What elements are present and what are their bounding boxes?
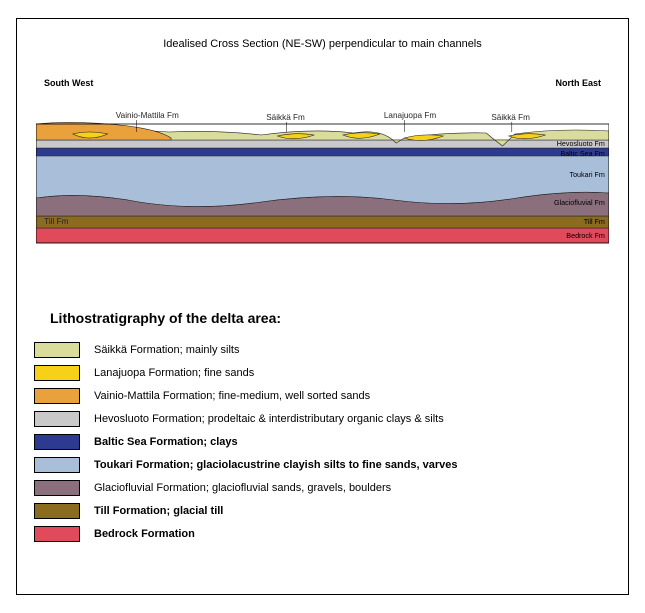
formation-label: Säikkä Fm [491, 113, 530, 122]
direction-label-ne: North East [555, 78, 601, 88]
formation-label: Lanajuopa Fm [384, 111, 437, 120]
legend-text: Glaciofluvial Formation; glaciofluvial s… [94, 482, 391, 494]
diagram-title: Idealised Cross Section (NE-SW) perpendi… [0, 38, 645, 50]
legend-row: Säikkä Formation; mainly silts [34, 338, 611, 361]
stratum-label: Till Fm [584, 218, 605, 226]
legend-swatch [34, 365, 80, 381]
legend-row: Bedrock Formation [34, 522, 611, 545]
legend-row: Baltic Sea Formation; clays [34, 430, 611, 453]
stratum-label: Baltic Sea Fm [560, 150, 605, 158]
legend: Säikkä Formation; mainly silts Lanajuopa … [34, 338, 611, 545]
legend-text: Säikkä Formation; mainly silts [94, 344, 240, 356]
legend-row: Glaciofluvial Formation; glaciofluvial s… [34, 476, 611, 499]
legend-swatch [34, 526, 80, 542]
stratum-label: Hevosluoto Fm [557, 140, 605, 148]
legend-title: Lithostratigraphy of the delta area: [50, 310, 281, 326]
legend-swatch [34, 503, 80, 519]
legend-row: Lanajuopa Formation; fine sands [34, 361, 611, 384]
cross-section-svg: Vainio-Mattila Fm Säikkä Fm Lanajuopa Fm Sä… [36, 98, 609, 258]
legend-row: Vainio-Mattila Formation; fine-medium, w… [34, 384, 611, 407]
legend-row: Toukari Formation; glaciolacustrine clay… [34, 453, 611, 476]
legend-text: Toukari Formation; glaciolacustrine clay… [94, 459, 458, 471]
formation-label: Vainio-Mattila Fm [116, 111, 179, 120]
legend-swatch [34, 342, 80, 358]
stratum-label: Glaciofluvial Fm [554, 199, 605, 207]
stratum-label: Till Fm [44, 217, 68, 226]
legend-row: Till Formation; glacial till [34, 499, 611, 522]
legend-text: Baltic Sea Formation; clays [94, 436, 238, 448]
legend-text: Bedrock Formation [94, 528, 195, 540]
legend-swatch [34, 434, 80, 450]
cross-section: Vainio-Mattila Fm Säikkä Fm Lanajuopa Fm Sä… [36, 98, 609, 258]
legend-text: Till Formation; glacial till [94, 505, 223, 517]
legend-text: Lanajuopa Formation; fine sands [94, 367, 254, 379]
legend-swatch [34, 480, 80, 496]
stratum-label: Toukari Fm [569, 171, 605, 179]
direction-label-sw: South West [44, 78, 93, 88]
legend-swatch [34, 388, 80, 404]
legend-row: Hevosluoto Formation; prodeltaic & inter… [34, 407, 611, 430]
legend-swatch [34, 457, 80, 473]
legend-text: Hevosluoto Formation; prodeltaic & inter… [94, 413, 444, 425]
page: Idealised Cross Section (NE-SW) perpendi… [0, 0, 645, 613]
formation-label: Säikkä Fm [266, 113, 305, 122]
legend-swatch [34, 411, 80, 427]
legend-text: Vainio-Mattila Formation; fine-medium, w… [94, 390, 370, 402]
stratum-label: Bedrock Fm [566, 232, 605, 240]
